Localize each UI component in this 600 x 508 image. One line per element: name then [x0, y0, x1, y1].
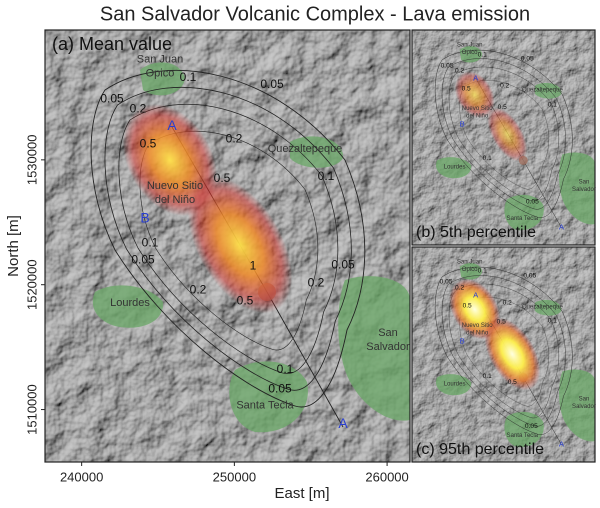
contour-label: 0.1	[318, 169, 335, 183]
place-name: San Juan	[137, 54, 183, 66]
profile-point: B	[460, 120, 465, 129]
contour-label: 0.05	[441, 63, 454, 70]
place-name: Santa Tecla	[507, 216, 539, 222]
contour-label: 0.5	[462, 86, 471, 93]
place-name: San	[579, 179, 590, 185]
place-name: Salvador	[572, 404, 596, 410]
contour-label: 0.05	[131, 253, 155, 267]
profile-point: B	[460, 337, 465, 346]
contour-label: 0.2	[455, 285, 464, 292]
contour-label: 0.1	[548, 101, 557, 108]
place-name: Opico	[462, 267, 478, 273]
contour-label: 0.05	[523, 273, 536, 280]
contour-label: 0.2	[503, 300, 512, 307]
profile-point: A	[167, 117, 177, 133]
place-name: del Niño	[466, 113, 489, 119]
place-name: Lourdes	[110, 297, 150, 309]
panel-label: (a) Mean value	[52, 34, 172, 54]
place-name: Lourdes	[444, 165, 466, 171]
place-name: del Niño	[155, 194, 195, 206]
panel-label: (c) 95th percentile	[416, 441, 544, 458]
profile-point: A	[473, 73, 479, 82]
contour-label: 0.05	[525, 423, 538, 430]
contour-label: 0.5	[237, 293, 254, 307]
contour-label: 0.1	[478, 52, 487, 59]
place-name: Quezaltepeque	[522, 87, 564, 93]
contour-label: 0.2	[308, 275, 325, 289]
contour-label: 0.1	[277, 362, 294, 376]
contour-label: 0.2	[500, 83, 509, 90]
place-name: San Juan	[457, 43, 483, 49]
place-name: Quezaltepeque	[268, 143, 343, 155]
contour-label: 0.1	[478, 268, 487, 275]
contour-label: 0.2	[226, 131, 243, 145]
panel-frame	[411, 29, 596, 246]
place-name: San Juan	[457, 260, 483, 266]
place-name: San	[378, 327, 398, 339]
place-name: Lourdes	[444, 382, 466, 388]
panel-frame	[411, 246, 596, 463]
contour-label: 0.1	[142, 236, 159, 250]
contour-label: 0.1	[180, 70, 197, 84]
contour-label: 0.05	[100, 92, 124, 106]
profile-point: B	[140, 209, 149, 225]
x-axis-label: East [m]	[274, 485, 329, 502]
contour-label: 0.5	[497, 318, 506, 325]
panel-frame	[44, 29, 411, 463]
place-name: Salvador	[572, 187, 596, 193]
contour-label: 0.5	[140, 136, 157, 150]
profile-point: A	[338, 415, 348, 431]
place-name: Santa Tecla	[507, 433, 539, 439]
contour-label: 1	[250, 259, 257, 273]
y-axis-label: North [m]	[5, 215, 22, 277]
profile-point: A	[559, 440, 565, 449]
contour-label: 0.05	[331, 258, 355, 272]
x-tick-label: 240000	[60, 469, 103, 484]
contour-label: 0.05	[260, 77, 284, 91]
place-name: Quezaltepeque	[522, 304, 564, 310]
place-name: Opico	[462, 50, 478, 56]
x-tick-label: 250000	[213, 469, 256, 484]
y-tick-label: 1510000	[24, 384, 39, 435]
contour-label: 0.5	[508, 379, 517, 386]
panel-label: (b) 5th percentile	[416, 224, 536, 241]
y-tick-label: 1520000	[24, 259, 39, 310]
contour-label: 0.2	[190, 282, 207, 296]
contour-label: 0.5	[214, 171, 231, 185]
contour-label: 0.2	[130, 102, 147, 116]
place-name: Nuevo Sitio	[147, 180, 203, 192]
profile-point: A	[559, 223, 565, 232]
contour-label: 0.1	[483, 373, 492, 380]
place-name: San	[579, 396, 590, 402]
title: San Salvador Volcanic Complex - Lava emi…	[100, 3, 530, 25]
place-name: Opico	[146, 68, 175, 80]
contour-label: 0.05	[268, 382, 292, 396]
contour-label: 0.5	[463, 303, 472, 310]
place-name: Salvador	[366, 341, 410, 353]
place-name: del Niño	[466, 330, 489, 336]
x-tick-label: 260000	[365, 469, 408, 484]
contour-label: 0.2	[455, 68, 464, 75]
place-name: Nuevo Sitio	[462, 106, 494, 112]
contour-label: 0.5	[498, 104, 507, 111]
contour-label: 0.05	[521, 56, 534, 63]
contour-label: 0.05	[526, 199, 539, 206]
contour-label: 0.05	[440, 279, 453, 286]
map-panel-b	[412, 30, 595, 245]
contour-label: 0.1	[548, 317, 557, 324]
profile-point: A	[473, 290, 479, 299]
contour-label: 0.1	[483, 155, 492, 162]
place-name: Nuevo Sitio	[462, 323, 494, 329]
place-name: Santa Tecla	[236, 399, 294, 411]
y-tick-label: 1530000	[24, 135, 39, 186]
